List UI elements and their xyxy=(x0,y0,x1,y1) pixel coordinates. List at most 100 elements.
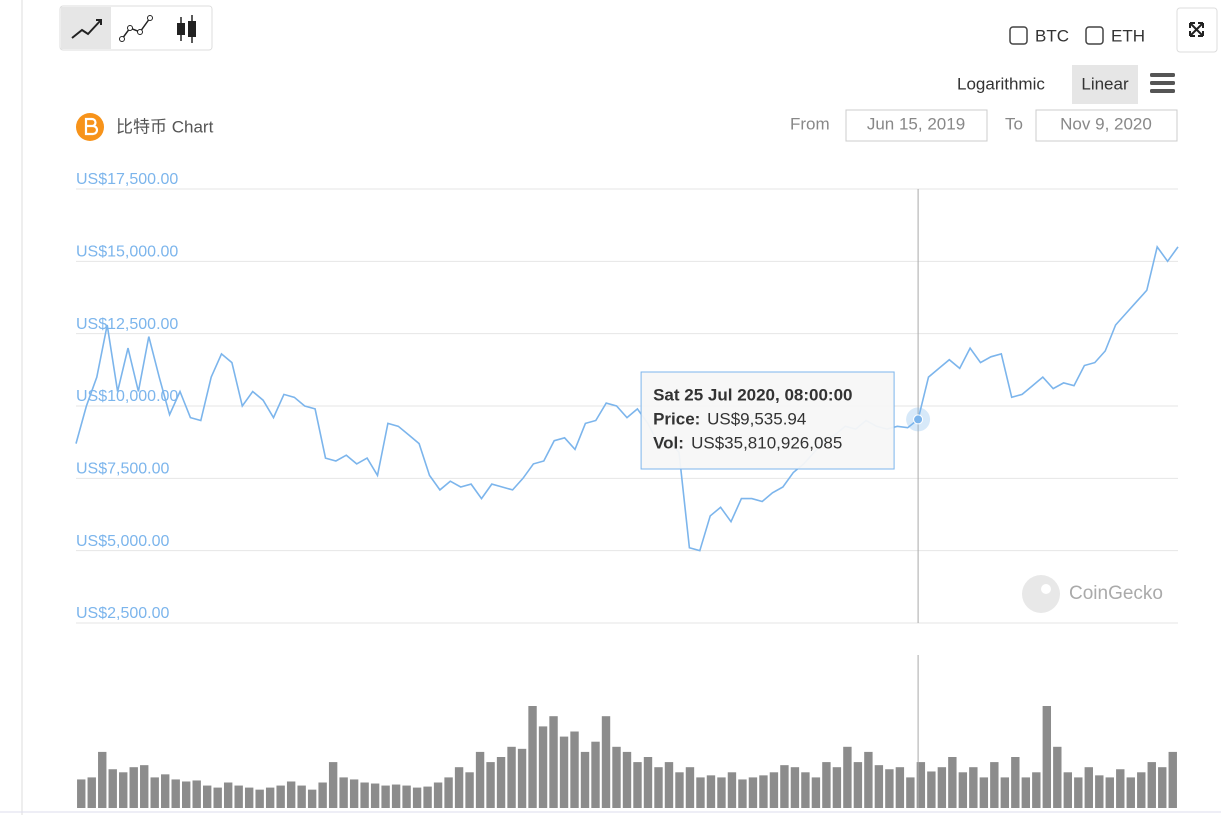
volume-bar xyxy=(895,767,905,808)
linear-scale-button[interactable]: Linear xyxy=(1081,74,1129,93)
hover-point xyxy=(913,414,924,425)
volume-bar xyxy=(192,780,201,808)
y-tick-label: US$12,500.00 xyxy=(76,316,178,333)
volume-bar xyxy=(77,779,86,808)
volume-bar xyxy=(517,748,527,808)
volume-bar xyxy=(129,767,138,808)
volume-bar xyxy=(748,777,758,808)
volume-bar xyxy=(979,777,989,808)
checkbox[interactable] xyxy=(1009,26,1028,45)
volume-bar xyxy=(234,785,243,808)
chart-title: 比特币 Chart xyxy=(116,117,214,136)
volume-bar xyxy=(140,765,149,808)
checkbox-label[interactable]: ETH xyxy=(1111,26,1145,45)
volume-bar xyxy=(1042,706,1052,808)
points-icon xyxy=(121,17,151,40)
volume-bar xyxy=(1000,777,1010,808)
volume-bar xyxy=(1158,767,1167,808)
chart-type-buttons xyxy=(59,5,213,51)
volume-bar xyxy=(927,771,936,808)
ohlc-line-button[interactable] xyxy=(112,7,160,49)
volume-bar xyxy=(675,772,684,808)
volume-bar xyxy=(402,785,411,808)
watermark: CoinGecko xyxy=(1069,583,1163,604)
volume-bar xyxy=(475,751,485,808)
watermark-logo-eye xyxy=(1041,584,1051,594)
volume-bar xyxy=(349,779,359,808)
volume-bar xyxy=(906,777,915,808)
volume-bar xyxy=(832,767,842,808)
volume-bar xyxy=(1137,772,1146,808)
tooltip-price: US$9,535.94 xyxy=(707,409,806,428)
volume-bar xyxy=(444,777,453,808)
icon-dot xyxy=(137,29,143,35)
linear-button-bg[interactable] xyxy=(1072,65,1138,104)
volume-bar xyxy=(528,706,537,808)
volume-bar xyxy=(1105,777,1114,808)
volume-bar xyxy=(643,757,653,808)
volume-bar xyxy=(202,785,212,808)
volume-bar xyxy=(150,777,159,808)
volume-bar xyxy=(391,784,401,808)
volume-bar xyxy=(864,751,873,808)
icon-dot xyxy=(127,25,133,31)
volume-bar xyxy=(454,767,464,808)
volume-bar xyxy=(780,765,789,808)
log-scale-button[interactable]: Logarithmic xyxy=(957,74,1045,93)
y-tick-label: US$10,000.00 xyxy=(76,388,178,405)
volume-bar xyxy=(580,751,590,808)
volume-bar xyxy=(591,741,600,808)
line-chart-button[interactable] xyxy=(61,7,111,49)
volume-bar xyxy=(119,772,128,808)
tooltip-vol-label: Vol: xyxy=(653,433,684,452)
volume-bar xyxy=(276,785,285,808)
volume-bar xyxy=(549,716,558,808)
from-label: From xyxy=(790,114,830,133)
volume-bar xyxy=(328,762,338,808)
tooltip-box xyxy=(640,371,895,470)
volume-bar xyxy=(244,787,254,808)
menu-button[interactable] xyxy=(1150,73,1175,93)
menu-bar xyxy=(1150,73,1175,77)
volume-bar xyxy=(1074,777,1083,808)
volume-bar xyxy=(958,772,968,808)
icon-dot xyxy=(119,36,125,42)
volume-bar xyxy=(570,731,579,808)
y-tick-label: US$7,500.00 xyxy=(76,461,170,478)
volume-bar xyxy=(622,751,632,808)
volume-bar xyxy=(685,767,695,808)
checkbox-label[interactable]: BTC xyxy=(1035,26,1069,45)
icon-candle xyxy=(188,21,196,37)
volume-bar xyxy=(811,777,821,808)
volume-bar xyxy=(801,772,810,808)
line-icon-arrow xyxy=(96,19,102,25)
volume-bar xyxy=(496,757,506,808)
volume-bar xyxy=(412,787,422,808)
volume-bar xyxy=(1084,767,1093,808)
to-input[interactable] xyxy=(1035,109,1178,142)
candlestick-button[interactable] xyxy=(161,7,211,49)
tooltip-vol: US$35,810,926,085 xyxy=(691,433,842,452)
volume-bar xyxy=(664,762,674,808)
icon-candle xyxy=(177,23,185,35)
volume-bar xyxy=(1116,769,1125,808)
menu-bar xyxy=(1150,89,1175,93)
volume-bar xyxy=(885,769,894,808)
volume-bar xyxy=(255,789,264,808)
volume-bar xyxy=(87,777,96,808)
volume-bar xyxy=(1032,772,1041,808)
volume-bar xyxy=(98,751,107,808)
to-date[interactable]: Nov 9, 2020 xyxy=(1060,114,1152,133)
price-line xyxy=(75,245,1179,552)
volume-bar xyxy=(423,786,432,808)
volume-bar xyxy=(108,769,117,808)
from-input[interactable] xyxy=(845,109,988,142)
volume-bar xyxy=(360,782,369,808)
from-date[interactable]: Jun 15, 2019 xyxy=(867,114,965,133)
volume-bar xyxy=(265,787,275,808)
volume-bar xyxy=(538,726,548,808)
y-tick-label: US$17,500.00 xyxy=(76,171,178,188)
checkbox[interactable] xyxy=(1085,26,1104,45)
volume-bar xyxy=(916,762,926,808)
